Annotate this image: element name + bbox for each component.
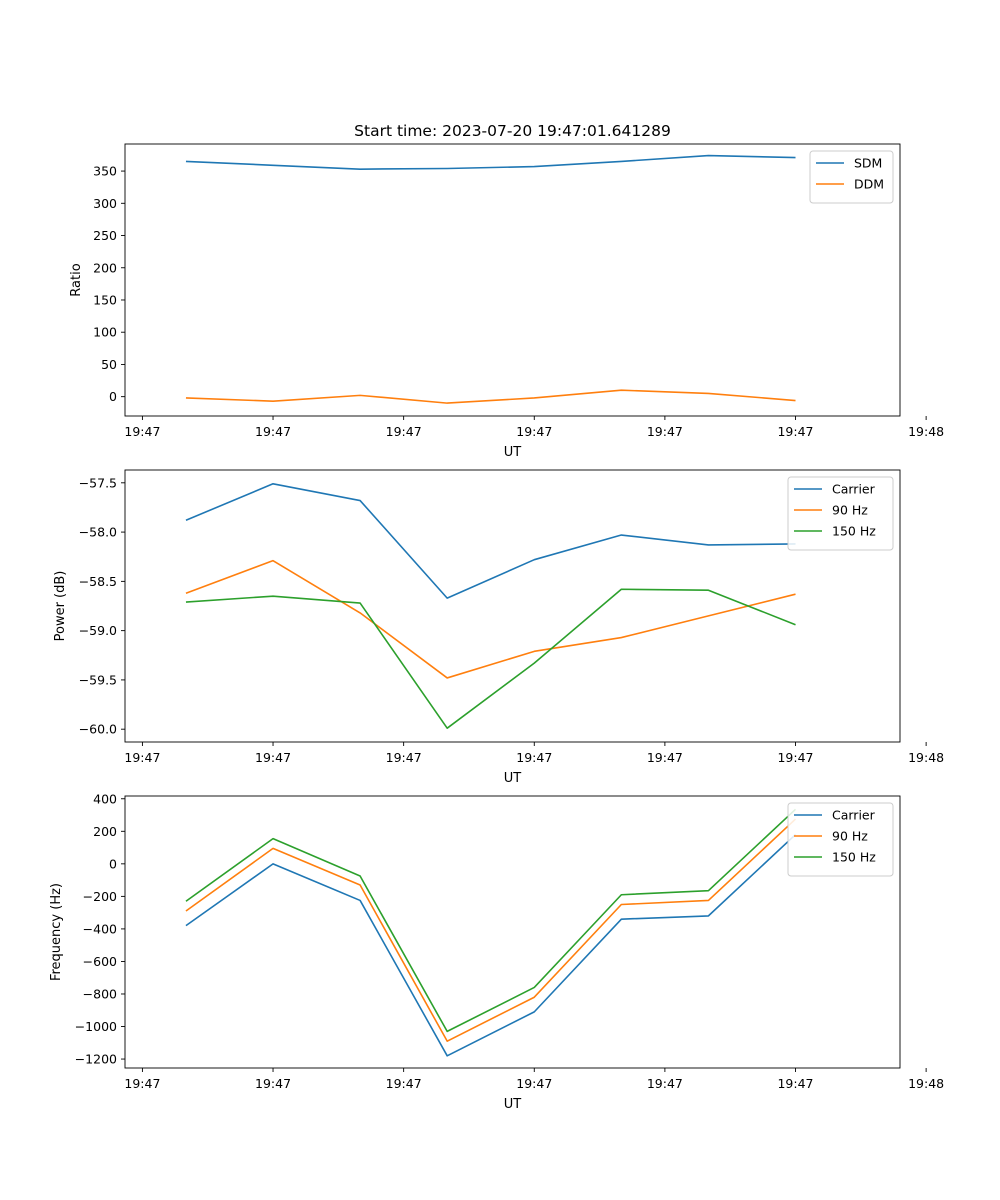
power-legend: Carrier 90 Hz 150 Hz: [787, 476, 894, 551]
ratio-y-tick-label: 0: [109, 389, 117, 404]
ratio-legend-label-ddm: DDM: [854, 177, 884, 192]
frequency-y-tick-label: 200: [93, 824, 117, 839]
ratio-y-tick-label: 250: [93, 228, 117, 243]
power-series-line-carrier: [185, 482, 796, 599]
frequency-x-tick-label: 19:47: [647, 1076, 683, 1091]
frequency-x-tick-label: 19:47: [516, 1076, 552, 1091]
frequency-series-line-carrier: [185, 833, 797, 1057]
ratio-series-line-sdm: [185, 154, 796, 170]
power-x-tick-label: 19:47: [777, 750, 813, 765]
ratio-y-tick-label: 350: [93, 164, 117, 179]
ratio-legend-label-sdm: SDM: [854, 156, 882, 171]
frequency-legend: Carrier 90 Hz 150 Hz: [787, 802, 894, 877]
power-y-tick-label: −58.0: [79, 525, 117, 540]
ratio-y-tick-label: 50: [101, 357, 117, 372]
ratio-y-axis-label: Ratio: [69, 263, 84, 296]
frequency-x-axis-label: UT: [504, 1097, 522, 1112]
frequency-series-line-150-hz: [185, 808, 797, 1033]
frequency-y-axis-label: Frequency (Hz): [49, 883, 64, 981]
frequency-y-tick-label: −600: [83, 954, 117, 969]
ratio-x-tick-label: 19:47: [777, 424, 813, 439]
power-y-tick-label: −57.5: [79, 475, 117, 490]
ratio-x-tick-label: 19:47: [647, 424, 683, 439]
ratio-x-tick-label: 19:47: [255, 424, 291, 439]
ratio-x-tick-label: 19:47: [386, 424, 422, 439]
frequency-y-tick-label: −400: [83, 921, 117, 936]
power-axes-frame: [124, 469, 901, 743]
ratio-x-tick-label: 19:48: [908, 424, 944, 439]
power-series-line-90-hz: [185, 559, 796, 679]
frequency-legend-label-150-hz: 150 Hz: [832, 850, 876, 865]
power-legend-label-150-hz: 150 Hz: [832, 524, 876, 539]
frequency-y-tick-label: 400: [93, 791, 117, 806]
frequency-y-tick-label: −1000: [75, 1019, 117, 1034]
power-x-tick-label: 19:47: [124, 750, 160, 765]
ratio-series-line-ddm: [185, 389, 796, 404]
power-y-tick-label: −60.0: [79, 722, 117, 737]
ratio-legend: SDM DDM: [809, 150, 894, 204]
power-y-tick-label: −59.0: [79, 623, 117, 638]
power-x-tick-label: 19:47: [386, 750, 422, 765]
ratio-legend-box: [809, 150, 894, 204]
power-x-axis-label: UT: [504, 771, 522, 786]
power-legend-label-90-hz: 90 Hz: [832, 503, 868, 518]
frequency-legend-label-90-hz: 90 Hz: [832, 829, 868, 844]
power-series-line-150-hz: [185, 588, 796, 730]
power-x-tick-label: 19:48: [908, 750, 944, 765]
ratio-y-tick-label: 100: [93, 325, 117, 340]
power-x-tick-label: 19:47: [516, 750, 552, 765]
ratio-x-axis-label: UT: [504, 445, 522, 460]
frequency-panel: 19:47 19:47 19:47 19:47 19:47 19:47 19:48 −1200…: [49, 791, 944, 1112]
frequency-x-tick-label: 19:47: [124, 1076, 160, 1091]
power-y-tick-label: −58.5: [79, 574, 117, 589]
ratio-x-tick-label: 19:47: [124, 424, 160, 439]
ratio-panel: 19:47 19:47 19:47 19:47 19:47 19:47 19:48 0 50 10…: [69, 143, 944, 460]
ratio-y-tick-label: 200: [93, 260, 117, 275]
power-x-tick-label: 19:47: [647, 750, 683, 765]
ratio-y-tick-label: 300: [93, 196, 117, 211]
ratio-x-tick-label: 19:47: [516, 424, 552, 439]
frequency-axes-frame: [124, 795, 901, 1069]
frequency-series-line-90-hz: [185, 818, 797, 1042]
power-legend-label-carrier: Carrier: [832, 482, 876, 497]
frequency-x-tick-label: 19:47: [255, 1076, 291, 1091]
frequency-y-tick-label: −800: [83, 986, 117, 1001]
frequency-legend-label-carrier: Carrier: [832, 808, 876, 823]
frequency-x-tick-label: 19:47: [386, 1076, 422, 1091]
ratio-y-tick-label: 150: [93, 292, 117, 307]
frequency-x-tick-label: 19:48: [908, 1076, 944, 1091]
power-y-axis-label: Power (dB): [53, 571, 68, 642]
power-x-tick-label: 19:47: [255, 750, 291, 765]
ratio-axes-frame: [124, 143, 901, 417]
frequency-x-tick-label: 19:47: [777, 1076, 813, 1091]
frequency-y-tick-label: 0: [109, 856, 117, 871]
frequency-y-tick-label: −1200: [75, 1052, 117, 1067]
power-panel: 19:47 19:47 19:47 19:47 19:47 19:47 19:48 −60.0…: [53, 469, 944, 786]
power-y-tick-label: −59.5: [79, 672, 117, 687]
frequency-y-tick-label: −200: [83, 889, 117, 904]
figure-title: Start time: 2023-07-20 19:47:01.641289: [354, 122, 671, 140]
